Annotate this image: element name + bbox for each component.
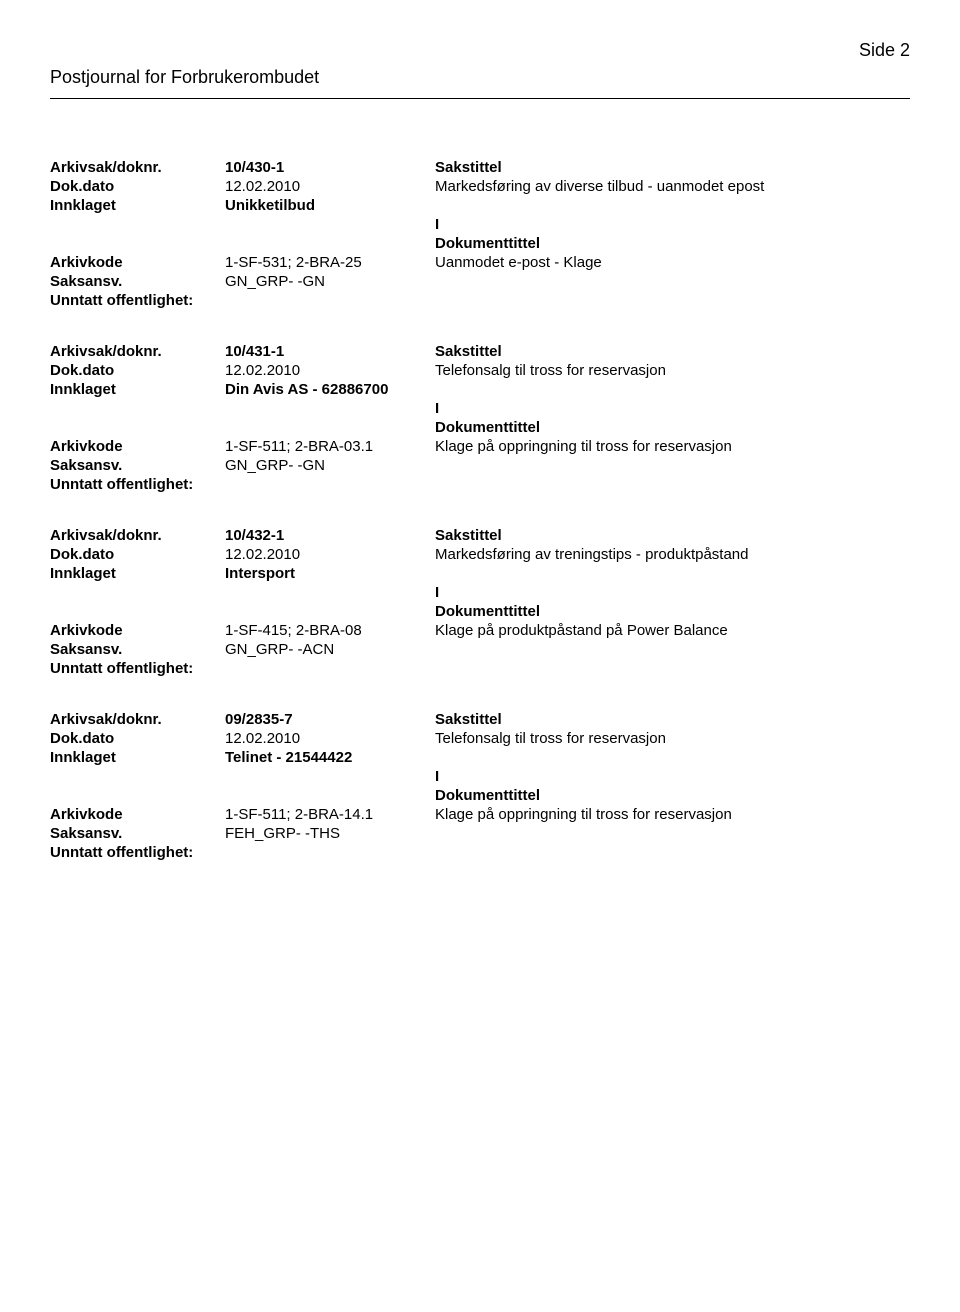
value-arkivkode: 1-SF-415; 2-BRA-08 [225, 622, 435, 639]
journal-title: Postjournal for Forbrukerombudet [50, 67, 319, 88]
value-doktittel: Klage på oppringning til tross for reser… [435, 438, 910, 455]
journal-entry: Arkivsak/doknr.09/2835-7Sakstittel Dok.da… [50, 711, 910, 861]
label-innklaget: Innklaget [50, 749, 225, 766]
label-dokdato: Dok.dato [50, 362, 225, 379]
label-dokdato: Dok.dato [50, 730, 225, 747]
label-sakstittel: Sakstittel [435, 159, 910, 176]
label-dokdato: Dok.dato [50, 546, 225, 563]
value-innklaget: Telinet - 21544422 [225, 749, 435, 766]
value-sakstittel: Telefonsalg til tross for reservasjon [435, 730, 910, 747]
label-saksansv: Saksansv. [50, 273, 225, 290]
value-arkivkode: 1-SF-511; 2-BRA-03.1 [225, 438, 435, 455]
value-dato: 12.02.2010 [225, 178, 435, 195]
label-innklaget: Innklaget [50, 565, 225, 582]
label-arkivkode: Arkivkode [50, 254, 225, 271]
label-arkivsak: Arkivsak/doknr. [50, 711, 225, 728]
value-iou-letter: I [435, 216, 910, 233]
page-number: Side 2 [50, 40, 910, 61]
value-innklaget: Intersport [225, 565, 435, 582]
journal-entry: Arkivsak/doknr.10/431-1Sakstittel Dok.dat… [50, 343, 910, 493]
label-doktittel: Dokumenttittel [435, 603, 910, 620]
value-iou-letter: I [435, 400, 910, 417]
label-arkivkode: Arkivkode [50, 806, 225, 823]
value-iou-letter: I [435, 768, 910, 785]
label-sakstittel: Sakstittel [435, 527, 910, 544]
label-sakstittel: Sakstittel [435, 711, 910, 728]
value-doktittel: Klage på produktpåstand på Power Balance [435, 622, 910, 639]
journal-entry: Arkivsak/doknr.10/430-1Sakstittel Dok.dat… [50, 159, 910, 309]
label-doktittel: Dokumenttittel [435, 787, 910, 804]
journal-entry: Arkivsak/doknr.10/432-1Sakstittel Dok.dat… [50, 527, 910, 677]
value-saksansv: GN_GRP- -GN [225, 273, 435, 290]
label-unntatt: Unntatt offentlighet: [50, 292, 193, 309]
value-dato: 12.02.2010 [225, 546, 435, 563]
value-sakstittel: Markedsføring av diverse tilbud - uanmod… [435, 178, 910, 195]
value-innklaget: Unikketilbud [225, 197, 435, 214]
value-doknr: 10/430-1 [225, 159, 435, 176]
label-saksansv: Saksansv. [50, 457, 225, 474]
value-arkivkode: 1-SF-531; 2-BRA-25 [225, 254, 435, 271]
divider [50, 98, 910, 99]
label-arkivsak: Arkivsak/doknr. [50, 159, 225, 176]
label-saksansv: Saksansv. [50, 641, 225, 658]
value-arkivkode: 1-SF-511; 2-BRA-14.1 [225, 806, 435, 823]
label-unntatt: Unntatt offentlighet: [50, 844, 193, 861]
value-doknr: 10/432-1 [225, 527, 435, 544]
label-doktittel: Dokumenttittel [435, 235, 910, 252]
value-iou-letter: I [435, 584, 910, 601]
value-sakstittel: Markedsføring av treningstips - produktp… [435, 546, 910, 563]
label-unntatt: Unntatt offentlighet: [50, 476, 193, 493]
label-dokdato: Dok.dato [50, 178, 225, 195]
value-doktittel: Uanmodet e-post - Klage [435, 254, 910, 271]
label-unntatt: Unntatt offentlighet: [50, 660, 193, 677]
label-arkivkode: Arkivkode [50, 622, 225, 639]
value-saksansv: GN_GRP- -ACN [225, 641, 435, 658]
label-innklaget: Innklaget [50, 381, 225, 398]
value-doknr: 09/2835-7 [225, 711, 435, 728]
label-sakstittel: Sakstittel [435, 343, 910, 360]
entries-container: Arkivsak/doknr.10/430-1SakstittelDok.dat… [50, 159, 910, 861]
value-dato: 12.02.2010 [225, 730, 435, 747]
label-arkivkode: Arkivkode [50, 438, 225, 455]
label-arkivsak: Arkivsak/doknr. [50, 343, 225, 360]
value-innklaget: Din Avis AS - 62886700 [225, 381, 435, 398]
value-sakstittel: Telefonsalg til tross for reservasjon [435, 362, 910, 379]
value-saksansv: FEH_GRP- -THS [225, 825, 435, 842]
value-dato: 12.02.2010 [225, 362, 435, 379]
label-doktittel: Dokumenttittel [435, 419, 910, 436]
label-saksansv: Saksansv. [50, 825, 225, 842]
value-saksansv: GN_GRP- -GN [225, 457, 435, 474]
value-doktittel: Klage på oppringning til tross for reser… [435, 806, 910, 823]
label-arkivsak: Arkivsak/doknr. [50, 527, 225, 544]
label-innklaget: Innklaget [50, 197, 225, 214]
value-doknr: 10/431-1 [225, 343, 435, 360]
